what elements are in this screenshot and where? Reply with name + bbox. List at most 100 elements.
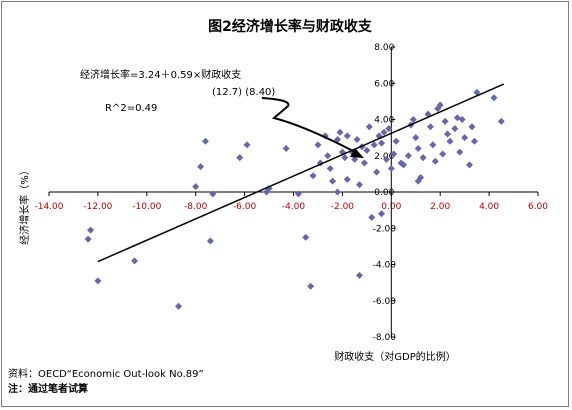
data-point [343,132,351,140]
data-point [282,145,290,152]
data-point [87,226,95,234]
data-point [334,135,342,143]
data-point [197,163,205,171]
data-point [131,257,139,265]
data-point [390,150,398,158]
data-point [294,190,302,198]
data-point [426,123,434,131]
data-point [380,128,388,136]
y-axis-label: 经济增长率（%） [18,165,31,245]
data-point [378,210,386,218]
data-point [431,157,439,165]
data-point [404,152,412,160]
data-point [365,123,373,131]
data-point [400,161,408,169]
data-point [414,145,422,152]
data-point [84,235,92,243]
data-point [387,164,395,172]
data-point [302,233,310,241]
data-point [470,137,478,145]
data-point [441,117,449,125]
data-point [326,164,334,172]
annotation-arrow [261,97,356,153]
x-tick-label: -2.00 [331,202,355,212]
annotation-arrowhead [350,148,364,158]
t-statistics-label: (12.7) (8.40) [212,87,275,98]
data-point [497,117,505,125]
data-point [444,130,452,138]
x-axis-label: 财政收支（对GDP的比例） [334,350,455,363]
y-tick-label: 6.00 [374,79,394,89]
data-point [466,161,474,169]
source-footnote: 资料：OECD“Economic Out-look No.89” [8,369,204,380]
data-point [385,125,393,133]
data-point [409,116,417,123]
data-point [360,159,368,167]
data-point [209,190,217,198]
data-point [490,94,498,102]
x-tick-label: 4.00 [479,202,499,212]
y-tick-label: 4.00 [374,116,394,126]
x-tick-label: -12.00 [83,202,112,212]
x-tick-label: -10.00 [132,202,161,212]
x-tick-label: 6.00 [528,202,548,212]
data-point [336,128,344,136]
data-point [329,177,337,185]
data-point [351,155,359,163]
data-point [451,125,459,133]
data-point [356,181,364,189]
x-tick-label: -8.00 [184,202,208,212]
data-point [236,154,244,162]
y-tick-label: -2.00 [373,224,397,234]
r-squared-label: R^2=0.49 [105,103,157,114]
chart-title: 图2经济增长率与财政收支 [208,18,373,35]
data-point [192,183,200,191]
data-point [378,139,386,147]
data-point [456,148,464,156]
data-point [175,302,183,310]
data-point [417,174,425,181]
axis-tick-marks [48,46,539,338]
data-point [353,135,361,143]
data-point [429,141,437,149]
y-tick-label: 0.00 [374,188,394,198]
data-point [370,141,378,149]
data-point [309,172,317,180]
y-axis-tick-labels: 8.00 6.00 4.00 2.00 0.00 -2.00 -4.00 -6.00 -8.00 [373,43,397,343]
note-footnote: 注：通过笔者试算 [8,384,88,395]
data-point [356,271,364,279]
data-point [363,146,371,154]
y-tick-label: 2.00 [374,152,394,162]
data-point [461,134,469,142]
data-points [84,88,505,310]
data-point [334,188,342,196]
data-point [419,154,427,162]
data-point [468,123,476,131]
data-point [94,277,102,285]
equation-label: 经济增长率=3.24＋0.59×财政收支 [80,68,241,81]
y-tick-label: -4.00 [373,261,397,271]
data-point [458,116,466,123]
data-point [341,154,349,162]
x-axis-tick-labels: -14.00 -12.00 -10.00 -8.00 -6.00 -4.00 -2.00 0.… [34,202,548,212]
data-point [446,137,454,145]
data-point [412,134,420,142]
data-point [206,237,214,245]
data-point [314,141,322,149]
data-point [343,175,351,183]
data-point [373,168,381,176]
x-tick-label: 2.00 [430,202,450,212]
data-point [368,213,376,221]
y-tick-label: 8.00 [374,43,394,53]
data-point [243,141,251,149]
trend-line [97,83,505,263]
data-point [201,137,209,145]
data-point [473,88,481,96]
data-point [307,282,315,290]
y-tick-label: -6.00 [373,297,397,307]
x-tick-label: -4.00 [282,202,306,212]
data-point [382,155,390,163]
data-point [324,152,332,160]
